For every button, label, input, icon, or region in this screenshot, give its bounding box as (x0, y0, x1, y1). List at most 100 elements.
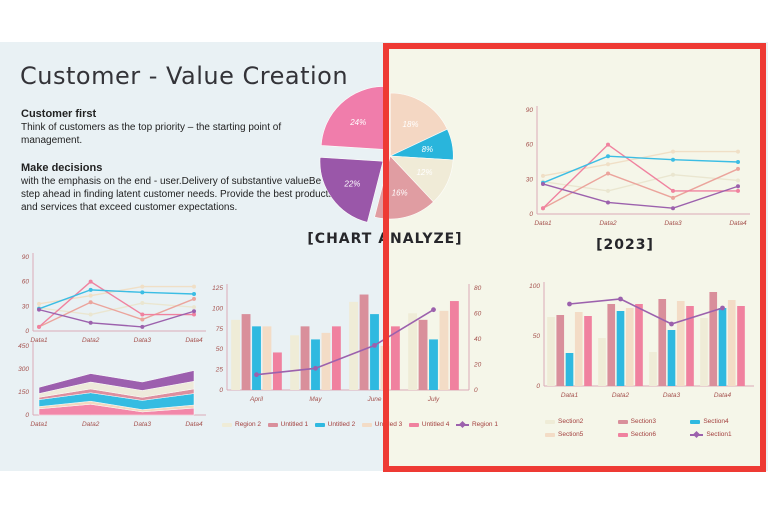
legend-swatch (690, 419, 701, 424)
legend-item: Section1 (690, 430, 755, 438)
overlay-line-Section1 (569, 298, 723, 325)
axis-label: Data3 (134, 337, 152, 344)
legend-label: Untitled 4 (421, 421, 450, 428)
axis-label: Data4 (185, 337, 203, 344)
data-point (88, 293, 93, 298)
axis-label: 125 (212, 285, 223, 292)
legend-label: Region 1 (471, 421, 498, 428)
legend-line-marker (690, 430, 704, 438)
bar-Section5 (676, 301, 685, 386)
bar-Untitled 2 (429, 339, 438, 390)
pie-slice (319, 157, 384, 223)
line-chart-2023: 0 30 60 90 Data1 Data2 Data3 Data4 (526, 106, 750, 227)
axis-label: Data4 (729, 220, 747, 227)
legend-swatch (314, 422, 325, 427)
bar-Untitled 4 (331, 326, 341, 390)
bar-Section6 (635, 304, 643, 386)
legend-label: Untitled 1 (280, 421, 309, 428)
legend-swatch (361, 422, 372, 427)
data-point (140, 301, 145, 306)
legend-item: Region 2 (222, 421, 261, 428)
year-caption: [2023] (596, 237, 654, 253)
legend-item: Section3 (617, 418, 683, 425)
bar-Untitled 2 (370, 314, 379, 390)
bar-Section5 (727, 300, 736, 386)
axis-label: 75 (216, 326, 224, 333)
data-point (736, 160, 740, 164)
data-point (541, 173, 545, 178)
series-line-pink (38, 280, 194, 328)
axis-label: 300 (18, 366, 29, 373)
pie-slice (374, 155, 434, 220)
axis-label: July (427, 396, 440, 403)
page-title: Customer - Value Creation (20, 62, 349, 90)
axis-label: 90 (22, 254, 30, 261)
section-body-make-decisions: with the emphasis on the end - user.Deli… (21, 176, 341, 213)
bar-Untitled 1 (241, 314, 251, 390)
data-point (88, 287, 93, 292)
bar-Section3 (658, 299, 667, 386)
data-point (192, 305, 196, 310)
axis-label: Data1 (561, 392, 579, 399)
section-body-customer-first: Think of customers as the top priority –… (21, 122, 282, 146)
legend-item: Untitled 4 (408, 421, 450, 428)
axis-label: Data4 (714, 392, 732, 399)
axis-label: Data3 (663, 392, 681, 399)
line-point (618, 296, 623, 302)
line-chart-small: 0 30 60 90 Data1 Data2 Data3 Data4 (22, 253, 206, 344)
data-point (671, 149, 675, 154)
bar-Region 2 (349, 301, 359, 390)
line-point (431, 307, 436, 313)
series-line-purple (38, 308, 195, 328)
series-line-beige-pale (38, 302, 195, 316)
legend-label: Section4 (703, 418, 729, 425)
bar-Untitled 4 (272, 352, 282, 390)
legend-item: Untitled 2 (314, 421, 356, 428)
pie-slice-label: 8% (422, 145, 434, 154)
data-point (88, 300, 93, 305)
line-point (720, 305, 725, 311)
data-point (140, 317, 145, 322)
axis-label: 60 (22, 279, 30, 286)
series-line-salmon (542, 168, 739, 209)
data-point (671, 157, 675, 162)
data-point (37, 324, 41, 329)
data-point (671, 206, 675, 211)
axis-label: 0 (219, 387, 223, 394)
legend-swatch (222, 422, 232, 427)
axis-label: Data2 (599, 220, 617, 227)
legend-swatch (408, 422, 419, 427)
axis-label: 20 (473, 362, 482, 369)
line-point (254, 372, 259, 378)
legend-sections: Section2 Section3 Section4 Section5 Section6… (545, 418, 755, 438)
legend-label: Section3 (630, 418, 656, 425)
data-point (606, 162, 610, 167)
legend-line-marker (455, 420, 469, 428)
bar-Untitled 3 (321, 332, 331, 390)
axis-label: Data1 (30, 337, 48, 344)
pie-slice-label: 12% (416, 168, 432, 177)
axis-label: Data1 (30, 421, 48, 428)
data-point (541, 206, 545, 211)
axis-label: Data3 (134, 421, 152, 428)
bar-Region 2 (408, 313, 418, 390)
bar-Section2 (547, 317, 555, 386)
legend-label: Region 2 (235, 421, 262, 428)
bar-Untitled 3 (439, 310, 449, 390)
legend-label: Untitled 2 (327, 421, 356, 428)
data-point (192, 284, 196, 289)
bar-Untitled 1 (359, 294, 369, 390)
pie-slice (389, 92, 448, 157)
bar-Region 2 (290, 335, 300, 390)
section-heading-customer-first: Customer first (21, 108, 97, 120)
bar-Section5 (625, 308, 634, 386)
legend-item: Untitled 1 (267, 421, 309, 428)
pie-slice-label: 22% (343, 180, 360, 189)
axis-label: 0 (25, 328, 29, 335)
series-line-pink (542, 143, 738, 209)
axis-label: 450 (18, 343, 29, 350)
legend-swatch (617, 432, 628, 437)
axis-label: 0 (474, 387, 478, 394)
data-point (736, 166, 740, 171)
